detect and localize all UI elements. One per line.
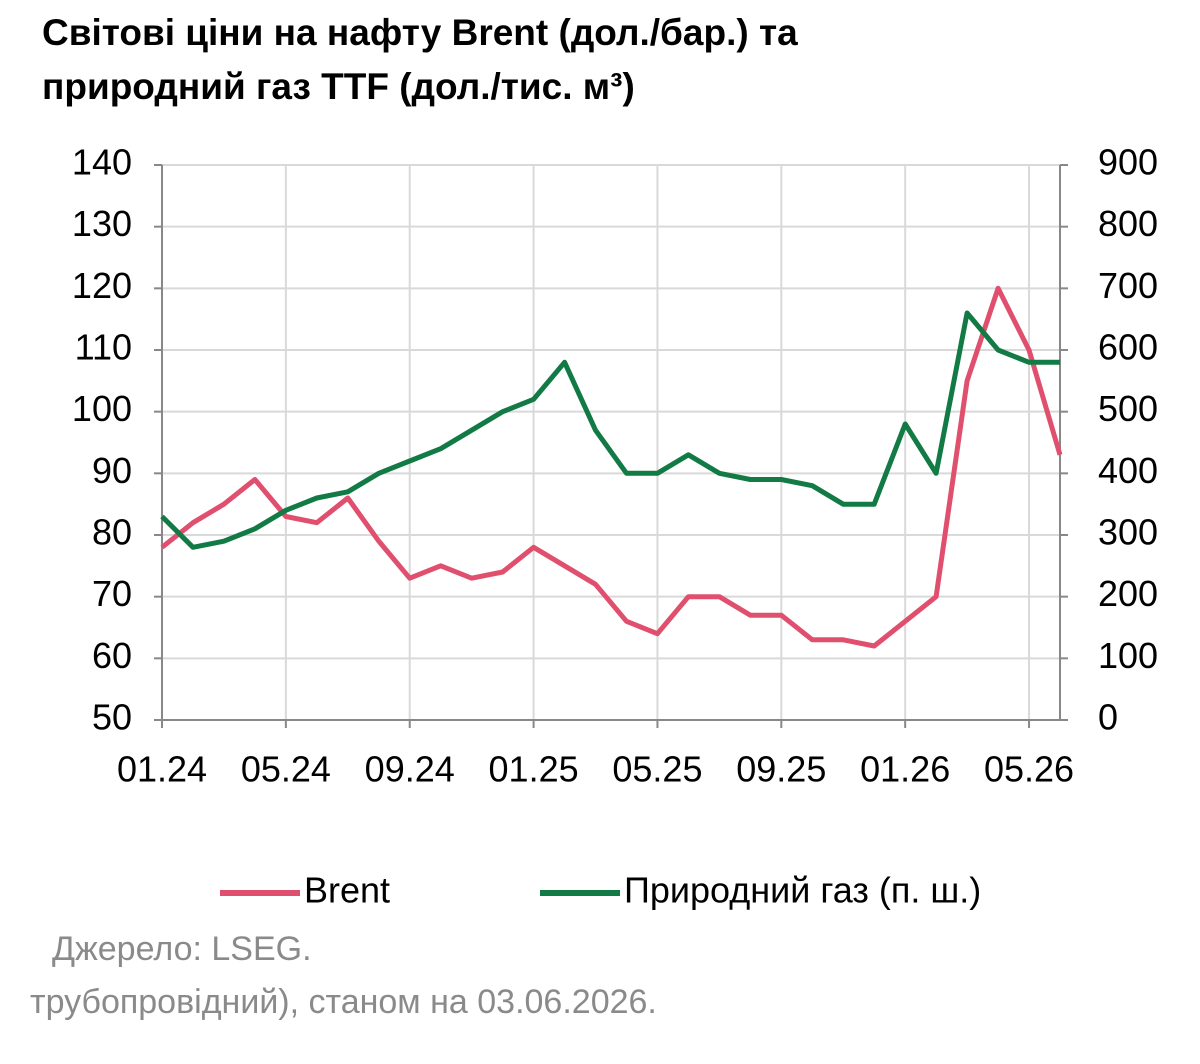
y2-tick-label: 0 [1098, 697, 1118, 738]
x-tick-label: 01.25 [489, 749, 579, 790]
y-tick-label: 90 [92, 450, 132, 491]
y-tick-label: 110 [75, 327, 132, 368]
y2-tick-label: 500 [1098, 388, 1158, 429]
y2-tick-label: 200 [1098, 573, 1158, 614]
y-tick-label: 120 [72, 265, 132, 306]
source-note: Джерело: LSEG. [52, 930, 312, 968]
y-tick-label: 70 [92, 573, 132, 614]
y-tick-label: 130 [72, 203, 132, 244]
y2-tick-label: 300 [1098, 512, 1158, 553]
y-tick-label: 140 [72, 142, 132, 183]
x-tick-label: 01.26 [860, 749, 950, 790]
y-tick-label: 50 [92, 697, 132, 738]
legend-label: Природний газ (п. ш.) [624, 870, 981, 911]
footnote: трубопровідний), станом на 03.06.2026. [30, 983, 657, 1021]
y-tick-label: 60 [92, 635, 132, 676]
y2-tick-label: 900 [1098, 142, 1158, 183]
chart-title: Світові ціни на нафту Brent (дол./бар.) … [42, 12, 798, 107]
y2-tick-label: 600 [1098, 327, 1158, 368]
series-line [160, 285, 1063, 649]
x-tick-label: 09.25 [736, 749, 826, 790]
x-tick-label: 01.24 [117, 749, 207, 790]
y2-tick-label: 400 [1098, 450, 1158, 491]
y-tick-label: 80 [92, 512, 132, 553]
y-tick-label: 100 [72, 388, 132, 429]
x-tick-label: 05.24 [241, 749, 331, 790]
y2-tick-label: 100 [1098, 635, 1158, 676]
x-tick-label: 05.26 [984, 749, 1074, 790]
y2-tick-label: 700 [1098, 265, 1158, 306]
y2-tick-label: 800 [1098, 203, 1158, 244]
legend-label: Brent [304, 870, 390, 911]
series-line [160, 310, 1060, 550]
x-tick-label: 09.24 [365, 749, 455, 790]
x-tick-label: 05.25 [612, 749, 702, 790]
